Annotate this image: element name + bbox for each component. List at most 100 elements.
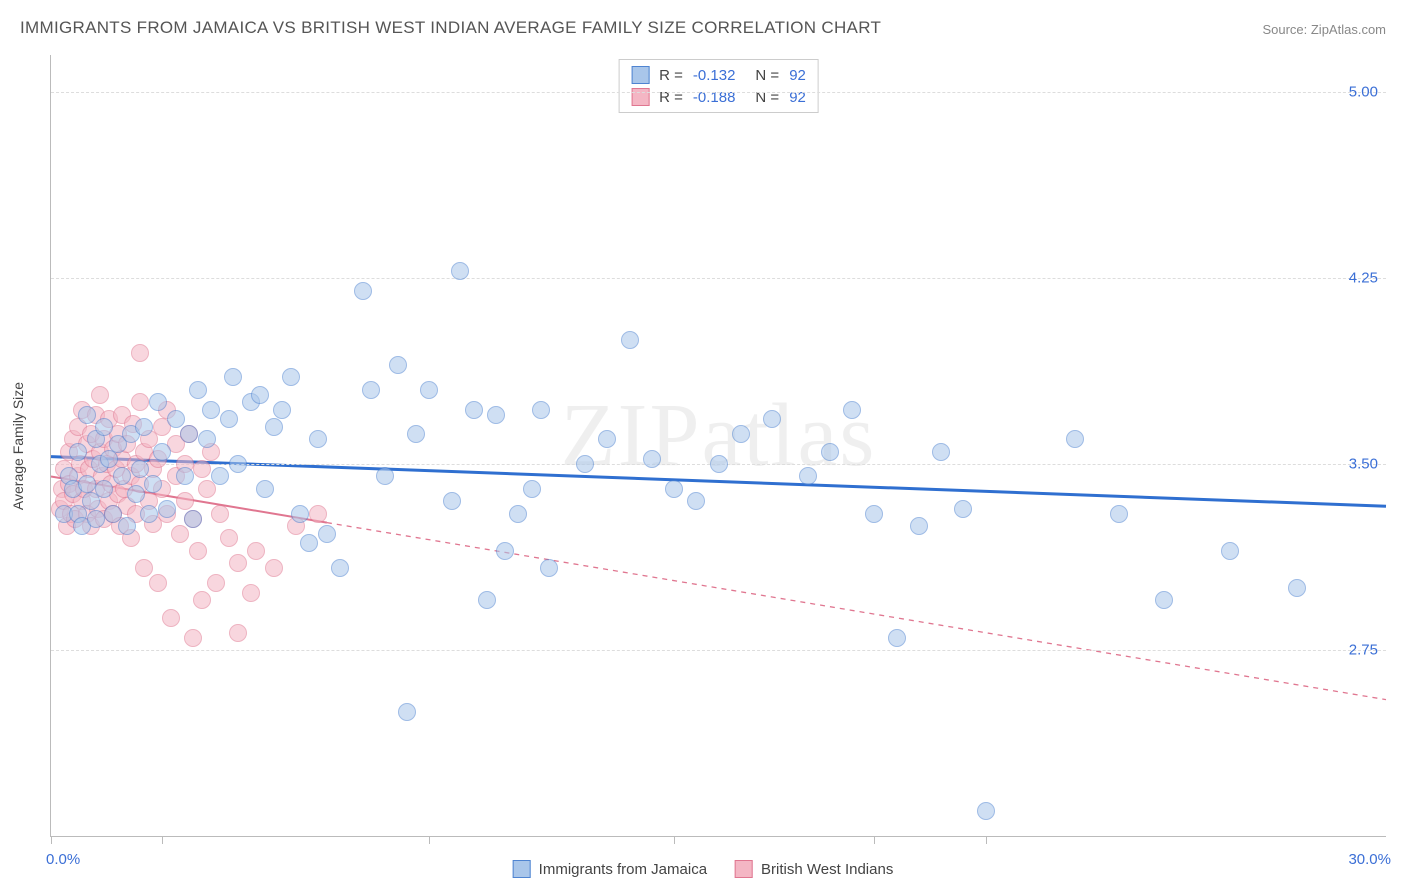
point-jamaica xyxy=(478,591,496,609)
gridline xyxy=(51,92,1386,93)
legend-item-bwi: British West Indians xyxy=(735,860,893,878)
chart-title: IMMIGRANTS FROM JAMAICA VS BRITISH WEST … xyxy=(20,18,881,38)
stat-r-value-bwi: -0.188 xyxy=(693,89,736,106)
point-jamaica xyxy=(153,443,171,461)
point-jamaica xyxy=(932,443,950,461)
point-jamaica xyxy=(532,401,550,419)
point-jamaica xyxy=(149,393,167,411)
stats-row-jamaica: R = -0.132 N = 92 xyxy=(631,64,806,86)
point-jamaica xyxy=(354,282,372,300)
point-jamaica xyxy=(189,381,207,399)
y-tick-label: 4.25 xyxy=(1349,270,1378,287)
point-bwi xyxy=(229,624,247,642)
x-tick xyxy=(674,836,675,844)
stat-r-value-jamaica: -0.132 xyxy=(693,67,736,84)
point-bwi xyxy=(189,542,207,560)
gridline xyxy=(51,278,1386,279)
x-tick xyxy=(986,836,987,844)
point-jamaica xyxy=(135,418,153,436)
legend-label-bwi: British West Indians xyxy=(761,861,893,878)
point-jamaica xyxy=(865,505,883,523)
point-jamaica xyxy=(763,410,781,428)
point-jamaica xyxy=(1221,542,1239,560)
point-bwi xyxy=(184,629,202,647)
point-jamaica xyxy=(224,368,242,386)
swatch-jamaica-icon xyxy=(631,66,649,84)
point-jamaica xyxy=(69,443,87,461)
point-bwi xyxy=(135,559,153,577)
point-bwi xyxy=(176,492,194,510)
point-jamaica xyxy=(843,401,861,419)
point-jamaica xyxy=(888,629,906,647)
point-jamaica xyxy=(211,467,229,485)
point-jamaica xyxy=(202,401,220,419)
point-jamaica xyxy=(220,410,238,428)
point-jamaica xyxy=(1155,591,1173,609)
swatch-bwi-icon xyxy=(735,860,753,878)
point-jamaica xyxy=(291,505,309,523)
x-axis-min-label: 0.0% xyxy=(46,851,80,868)
bottom-legend: Immigrants from Jamaica British West Ind… xyxy=(513,860,894,878)
point-jamaica xyxy=(131,460,149,478)
point-bwi xyxy=(207,574,225,592)
point-jamaica xyxy=(265,418,283,436)
point-jamaica xyxy=(1066,430,1084,448)
y-tick-label: 5.00 xyxy=(1349,84,1378,101)
point-jamaica xyxy=(910,517,928,535)
point-jamaica xyxy=(389,356,407,374)
x-tick xyxy=(51,836,52,844)
point-jamaica xyxy=(540,559,558,577)
stat-n-label: N = xyxy=(755,89,779,106)
point-jamaica xyxy=(509,505,527,523)
gridline xyxy=(51,650,1386,651)
point-jamaica xyxy=(977,802,995,820)
x-tick xyxy=(874,836,875,844)
point-jamaica xyxy=(523,480,541,498)
point-jamaica xyxy=(496,542,514,560)
point-jamaica xyxy=(465,401,483,419)
point-jamaica xyxy=(78,475,96,493)
x-axis-max-label: 30.0% xyxy=(1348,851,1391,868)
point-bwi xyxy=(131,393,149,411)
y-tick-label: 3.50 xyxy=(1349,456,1378,473)
point-bwi xyxy=(242,584,260,602)
point-bwi xyxy=(309,505,327,523)
point-jamaica xyxy=(318,525,336,543)
point-bwi xyxy=(162,609,180,627)
point-jamaica xyxy=(576,455,594,473)
point-jamaica xyxy=(398,703,416,721)
point-jamaica xyxy=(954,500,972,518)
point-jamaica xyxy=(362,381,380,399)
stat-n-value-jamaica: 92 xyxy=(789,67,806,84)
point-bwi xyxy=(229,554,247,572)
point-jamaica xyxy=(87,510,105,528)
stat-r-label: R = xyxy=(659,89,683,106)
point-bwi xyxy=(265,559,283,577)
point-bwi xyxy=(149,574,167,592)
point-jamaica xyxy=(598,430,616,448)
point-jamaica xyxy=(95,418,113,436)
point-jamaica xyxy=(451,262,469,280)
point-jamaica xyxy=(127,485,145,503)
point-jamaica xyxy=(251,386,269,404)
point-jamaica xyxy=(78,406,96,424)
stat-r-label: R = xyxy=(659,67,683,84)
point-bwi xyxy=(193,460,211,478)
trend-lines xyxy=(51,55,1386,836)
point-bwi xyxy=(220,529,238,547)
stats-legend-box: R = -0.132 N = 92 R = -0.188 N = 92 xyxy=(618,59,819,113)
point-bwi xyxy=(247,542,265,560)
swatch-bwi-icon xyxy=(631,88,649,106)
point-jamaica xyxy=(167,410,185,428)
point-bwi xyxy=(171,525,189,543)
point-jamaica xyxy=(443,492,461,510)
point-jamaica xyxy=(821,443,839,461)
point-jamaica xyxy=(158,500,176,518)
point-jamaica xyxy=(113,467,131,485)
point-jamaica xyxy=(140,505,158,523)
point-jamaica xyxy=(95,480,113,498)
x-tick xyxy=(429,836,430,844)
point-jamaica xyxy=(420,381,438,399)
stat-n-label: N = xyxy=(755,67,779,84)
point-jamaica xyxy=(331,559,349,577)
